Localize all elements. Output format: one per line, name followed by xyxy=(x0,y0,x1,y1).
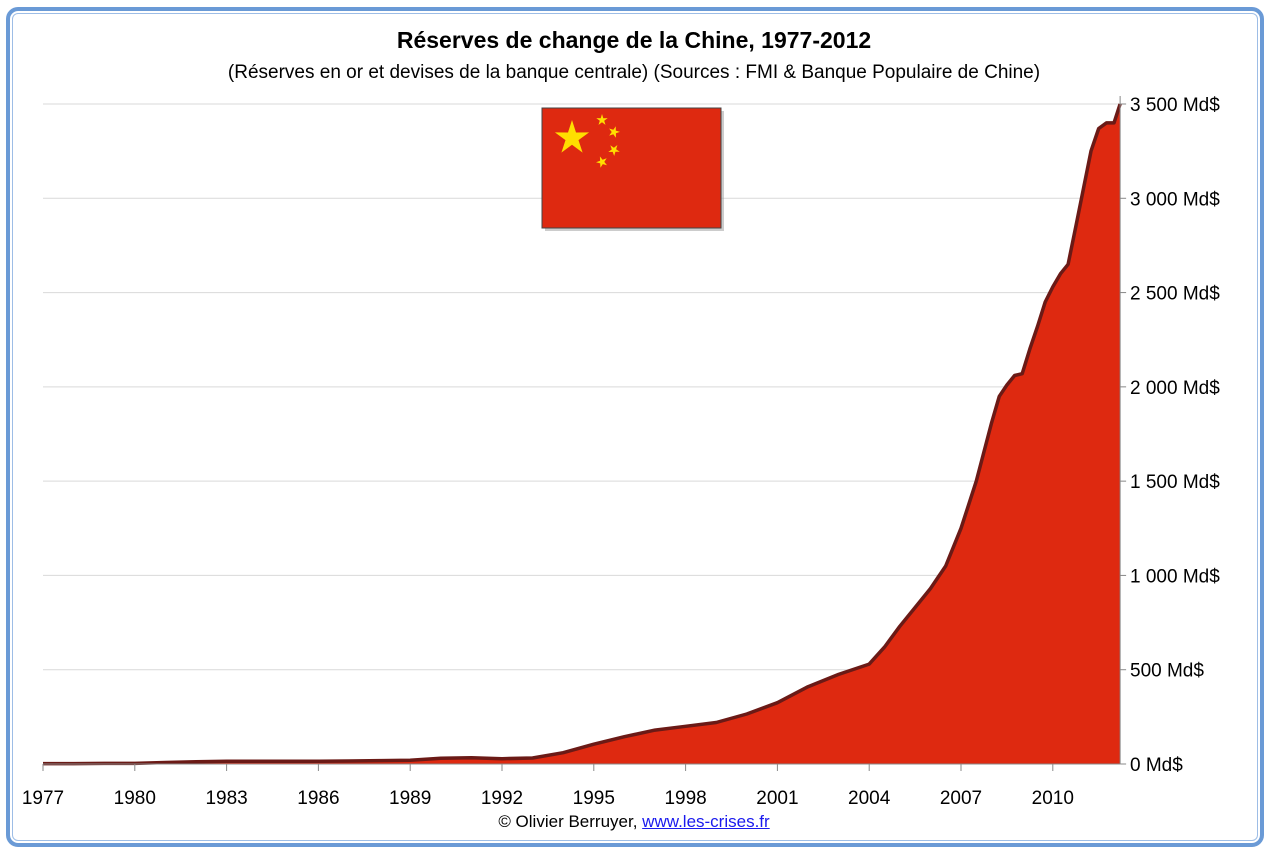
chart-frame xyxy=(6,7,1264,847)
x-tick-label: 2001 xyxy=(756,788,798,809)
x-tick-label: 1998 xyxy=(664,788,706,809)
x-tick-label: 2004 xyxy=(848,788,891,809)
x-tick-label: 1986 xyxy=(297,788,339,809)
y-tick-label: 3 000 Md$ xyxy=(1130,189,1220,210)
y-tick-label: 1 000 Md$ xyxy=(1130,566,1220,587)
y-tick-label: 2 000 Md$ xyxy=(1130,378,1220,399)
x-tick-label: 2010 xyxy=(1032,788,1074,809)
y-tick-label: 1 500 Md$ xyxy=(1130,472,1220,493)
series-area xyxy=(43,104,1121,764)
flag-small-star-icon xyxy=(609,126,620,138)
x-tick-label: 1992 xyxy=(481,788,523,809)
y-tick-label: 2 500 Md$ xyxy=(1130,284,1220,305)
china-flag xyxy=(541,107,724,231)
x-tick-label: 1995 xyxy=(573,788,615,809)
series-line xyxy=(43,103,1122,766)
flag-small-star-icon xyxy=(596,114,608,125)
credit-link[interactable]: www.les-crises.fr xyxy=(642,812,770,831)
y-tick-label: 0 Md$ xyxy=(1130,755,1183,776)
x-tick-label: 1980 xyxy=(114,788,156,809)
x-tick-label: 1989 xyxy=(389,788,431,809)
x-tick-label: 2007 xyxy=(940,788,982,809)
y-tick-label: 500 Md$ xyxy=(1130,661,1204,682)
y-tick-label: 3 500 Md$ xyxy=(1130,95,1220,116)
chart-subtitle: (Réserves en or et devises de la banque … xyxy=(227,62,1041,83)
chart-title: Réserves de change de la Chine, 1977-201… xyxy=(396,27,872,53)
credit-line: © Olivier Berruyer, www.les-crises.fr xyxy=(0,812,1268,832)
flag-big-star-icon xyxy=(554,120,590,153)
x-tick-label: 1977 xyxy=(22,788,64,809)
credit-author: © Olivier Berruyer, xyxy=(498,812,638,831)
flag-small-star-icon xyxy=(608,145,620,156)
x-tick-label: 1983 xyxy=(205,788,247,809)
flag-small-star-icon xyxy=(596,156,607,168)
